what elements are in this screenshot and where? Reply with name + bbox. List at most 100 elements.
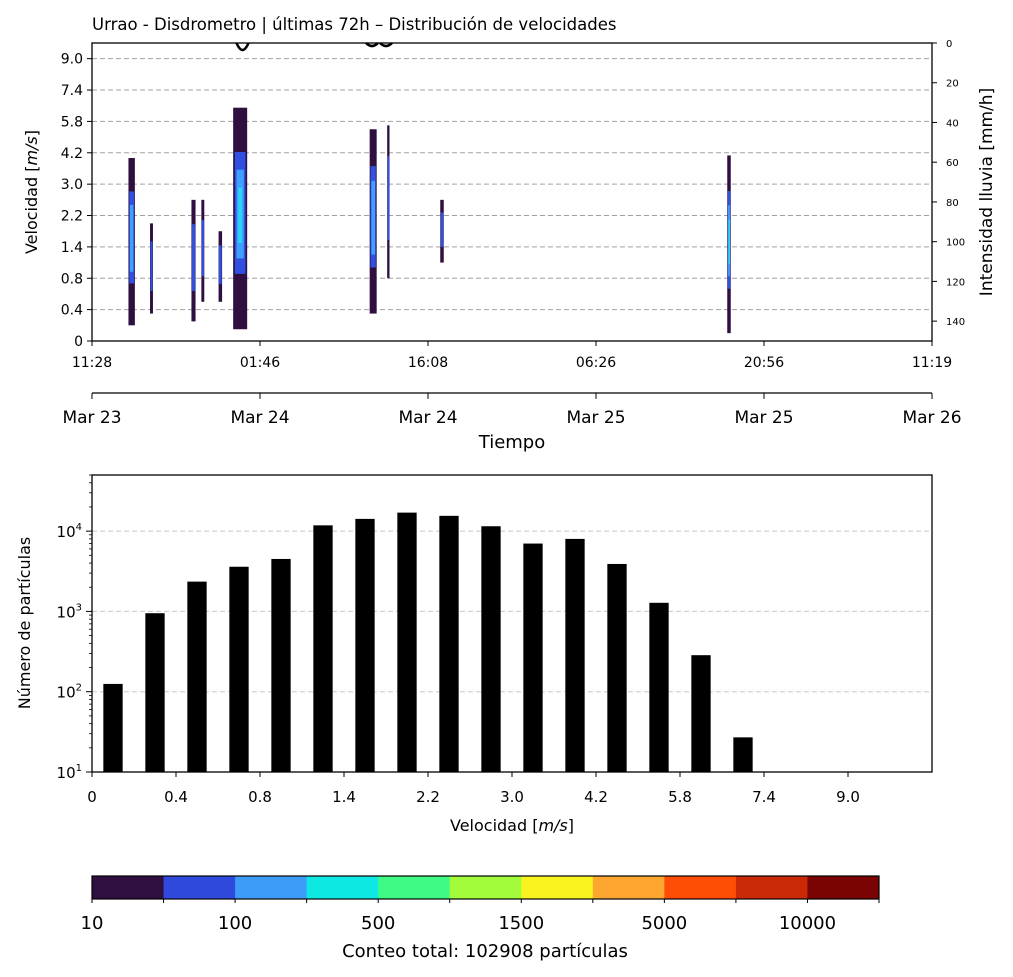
colorbar-tick-label: 10000 bbox=[779, 913, 836, 934]
rain-intensity-spike bbox=[379, 42, 393, 48]
rain-event bbox=[201, 199, 205, 302]
hist-ytick-label: 104 bbox=[57, 522, 82, 541]
date-tick-label: Mar 25 bbox=[566, 408, 625, 428]
event-core bbox=[440, 212, 444, 247]
hist-bar bbox=[313, 525, 333, 772]
colorbar-ticks: 10 100 500 1500 5000 10000 bbox=[81, 899, 880, 934]
top-y-axis: 0 0.4 0.8 1.4 2.2 3.0 4.2 5.8 7.4 9.0 bbox=[61, 52, 92, 350]
event-core bbox=[201, 220, 204, 277]
hist-ytick-label: 101 bbox=[57, 763, 82, 782]
event-core bbox=[219, 245, 222, 285]
hist-xtick-label: 0.4 bbox=[164, 788, 188, 806]
event-core bbox=[150, 241, 153, 292]
hist-bar bbox=[565, 538, 585, 772]
hist-xlabel-unit: m/s bbox=[538, 816, 567, 835]
top-ytick-label: 0.8 bbox=[61, 271, 83, 287]
top-ytick-label: 7.4 bbox=[61, 83, 83, 99]
colorbar-segment bbox=[521, 876, 594, 899]
rain-event bbox=[233, 107, 248, 330]
event-core bbox=[387, 155, 390, 241]
top-y2tick-label: 0 bbox=[946, 39, 952, 50]
colorbar-segment bbox=[92, 876, 165, 899]
hist-ytick-label: 103 bbox=[57, 602, 82, 621]
date-tick-label: Mar 24 bbox=[398, 408, 457, 428]
hist-bar bbox=[229, 566, 249, 772]
rain-event bbox=[191, 199, 196, 322]
rain-event bbox=[128, 158, 135, 326]
top-xtick-label: 20:56 bbox=[744, 355, 784, 371]
top-xtick-label: 16:08 bbox=[408, 355, 448, 371]
colorbar-segment bbox=[235, 876, 308, 899]
hist-bar bbox=[103, 683, 123, 772]
top-ytick-label: 2.2 bbox=[61, 209, 83, 225]
top-chart-title: Urrao - Disdrometro | últimas 72h – Dist… bbox=[92, 15, 617, 34]
date-axis: Mar 23 Mar 24 Mar 24 Mar 25 Mar 25 Mar 26 bbox=[62, 393, 962, 428]
top-ytick-label: 9.0 bbox=[61, 52, 83, 68]
top-y2tick-label: 20 bbox=[946, 79, 959, 90]
top-ylabel: Velocidad [m/s] bbox=[22, 130, 41, 254]
top-grid bbox=[92, 58, 932, 311]
colorbar-segment bbox=[735, 876, 808, 899]
colorbar-segment bbox=[592, 876, 665, 899]
event-core bbox=[129, 204, 134, 272]
event-core bbox=[371, 180, 375, 255]
hist-xtick-label: 3.0 bbox=[500, 788, 524, 806]
colorbar-segment bbox=[807, 876, 880, 899]
colorbar-segment bbox=[664, 876, 737, 899]
event-core bbox=[238, 187, 243, 243]
colorbar-tick-label: 1500 bbox=[498, 913, 544, 934]
top-xtick-label: 01:46 bbox=[240, 355, 280, 371]
rain-event bbox=[218, 231, 223, 302]
rain-event bbox=[727, 155, 731, 334]
top-y2tick-label: 40 bbox=[946, 118, 959, 129]
hist-ylabel: Número de partículas bbox=[15, 537, 34, 710]
hist-xtick-label: 4.2 bbox=[584, 788, 608, 806]
hist-bar bbox=[271, 558, 291, 772]
date-tick-label: Mar 25 bbox=[734, 408, 793, 428]
hist-xtick-label: 1.4 bbox=[332, 788, 356, 806]
top-time-axis: 11:28 01:46 16:08 06:26 20:56 11:19 bbox=[72, 341, 952, 371]
hist-ytick-base: 10 bbox=[57, 764, 76, 782]
hist-bar bbox=[607, 563, 627, 772]
date-tick-label: Mar 24 bbox=[230, 408, 289, 428]
top-velocity-heatmap bbox=[128, 107, 731, 334]
hist-xtick-label: 5.8 bbox=[668, 788, 692, 806]
hist-ytick-label: 102 bbox=[57, 683, 82, 702]
hist-bar bbox=[355, 518, 375, 772]
colorbar-segments bbox=[92, 876, 880, 899]
colorbar: 10 100 500 1500 5000 10000 Conteo total: 1029… bbox=[81, 875, 880, 962]
date-tick-label: Mar 26 bbox=[902, 408, 961, 428]
hist-bars bbox=[103, 512, 753, 772]
top-y2tick-label: 140 bbox=[946, 317, 965, 328]
rain-event bbox=[150, 223, 153, 314]
hist-plot-frame bbox=[91, 474, 933, 773]
hist-bar bbox=[439, 515, 459, 772]
hist-ytick-base: 10 bbox=[57, 603, 76, 621]
top-rain-intensity bbox=[235, 42, 393, 52]
hist-bar bbox=[481, 526, 501, 772]
colorbar-segment bbox=[378, 876, 451, 899]
colorbar-tick-label: 500 bbox=[361, 913, 395, 934]
hist-xlabel: Velocidad [m/s] bbox=[450, 816, 574, 835]
top-ylabel-post: ] bbox=[22, 130, 41, 136]
hist-bar bbox=[649, 602, 669, 772]
colorbar-frame bbox=[91, 875, 880, 900]
hist-bar bbox=[523, 543, 543, 772]
top-y2tick-label: 100 bbox=[946, 238, 965, 249]
rain-event bbox=[387, 125, 390, 279]
hist-x-axis: 0 0.4 0.8 1.4 2.2 3.0 4.2 5.8 7.4 9.0 bbox=[87, 772, 860, 806]
hist-xtick-label: 7.4 bbox=[752, 788, 776, 806]
hist-ytick-base: 10 bbox=[57, 684, 76, 702]
rain-intensity-spike bbox=[235, 42, 250, 52]
hist-bar bbox=[733, 737, 753, 772]
top-plot-frame bbox=[91, 42, 933, 342]
top-y2tick-label: 80 bbox=[946, 198, 959, 209]
rain-intensity-spike bbox=[365, 42, 379, 48]
hist-ytick-exp: 4 bbox=[76, 522, 82, 533]
top-ytick-label: 0 bbox=[74, 334, 83, 350]
rain-event bbox=[440, 199, 444, 263]
colorbar-label: Conteo total: 102908 partículas bbox=[342, 941, 628, 962]
